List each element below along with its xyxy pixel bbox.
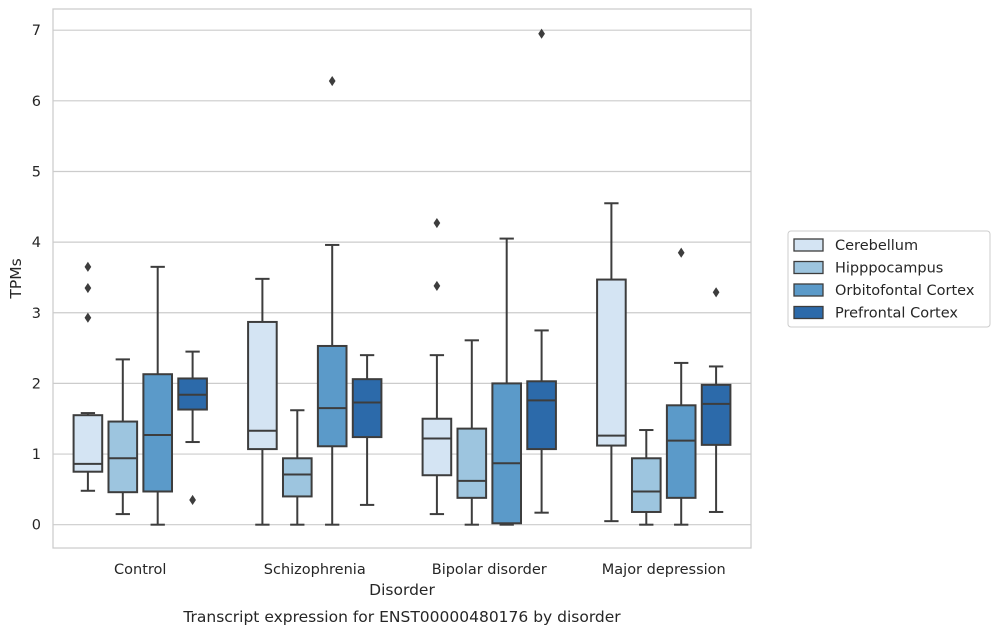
y-tick-label: 7 [32, 23, 41, 39]
box-iqr [351, 378, 383, 439]
outlier-point [84, 312, 92, 323]
box-hipppocampus [630, 429, 662, 526]
chart-caption: Transcript expression for ENST0000048017… [182, 608, 621, 626]
box-prefrontal-cortex [700, 287, 732, 513]
box-cerebellum [72, 261, 104, 492]
outlier-point [328, 76, 336, 87]
box-hipppocampus [281, 409, 313, 526]
y-tick-label: 2 [32, 376, 41, 392]
box-orbitofontal-cortex [142, 265, 174, 526]
x-tick-label: Bipolar disorder [432, 562, 547, 578]
y-tick-label: 3 [32, 306, 41, 322]
y-tick-label: 6 [32, 94, 41, 110]
box-iqr [142, 373, 174, 493]
legend: Cerebellum Hipppocampus Orbitofontal Corte… [787, 230, 991, 328]
box-prefrontal-cortex [526, 28, 557, 514]
box-iqr [630, 457, 662, 513]
legend-entry: Orbitofontal Cortex [835, 283, 975, 299]
outlier-point [189, 494, 196, 506]
y-tick-labels: 0 1 2 3 4 5 6 7 [32, 23, 41, 533]
box-hipppocampus [107, 358, 139, 516]
legend-entry: Hipppocampus [835, 261, 943, 277]
outlier-point [84, 261, 92, 272]
box-iqr [526, 380, 557, 451]
box-iqr [456, 427, 488, 499]
box-iqr [665, 404, 697, 499]
legend-swatch [793, 305, 824, 320]
y-tick-label: 0 [32, 518, 41, 534]
x-tick-labels: Control Schizophrenia Bipolar disorder Majo… [114, 562, 726, 578]
box-iqr [107, 420, 139, 494]
outlier-point [538, 28, 545, 39]
outlier-point [677, 247, 685, 258]
plot-area-frame [52, 8, 752, 549]
outlier-point [712, 287, 720, 298]
legend-entry: Prefrontal Cortex [835, 306, 958, 322]
legend-swatch [793, 238, 824, 252]
box-orbitofontal-cortex [316, 76, 348, 526]
box-orbitofontal-cortex [665, 247, 697, 526]
box-iqr [596, 278, 627, 447]
box-prefrontal-cortex [177, 350, 208, 506]
x-axis-label: Disorder [369, 581, 435, 599]
legend-swatch [793, 260, 824, 275]
outlier-point [84, 282, 92, 294]
x-tick-label: Control [114, 562, 166, 578]
box-iqr [316, 344, 348, 448]
box-cerebellum [247, 277, 278, 526]
y-tick-label: 1 [32, 447, 41, 463]
y-tick-label: 4 [32, 235, 41, 251]
outlier-point [433, 280, 441, 291]
box-hipppocampus [456, 339, 488, 526]
box-orbitofontal-cortex [491, 237, 523, 526]
box-iqr [247, 320, 278, 451]
y-axis-label: TPMs [7, 258, 25, 299]
legend-entry: Cerebellum [835, 238, 918, 254]
box-cerebellum [596, 202, 627, 523]
legend-swatch [793, 283, 824, 297]
box-cerebellum [421, 218, 453, 516]
box-iqr [421, 417, 453, 477]
x-tick-label: Major depression [602, 562, 726, 578]
box-plots [72, 28, 732, 526]
box-prefrontal-cortex [351, 354, 383, 506]
y-tick-label: 5 [32, 164, 41, 180]
outlier-point [433, 218, 441, 229]
legend-frame [787, 230, 991, 328]
box-iqr [491, 382, 523, 525]
box-iqr [72, 414, 104, 473]
box-iqr [281, 457, 313, 498]
box-iqr [700, 383, 732, 446]
x-tick-label: Schizophrenia [264, 562, 366, 578]
